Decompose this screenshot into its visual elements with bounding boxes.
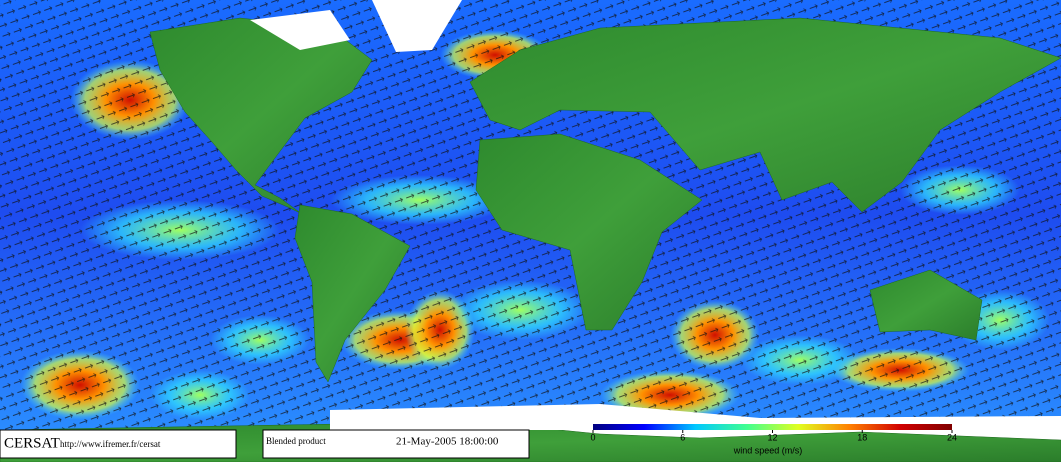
colorbar-tick-label: 24: [947, 432, 957, 442]
africa: [475, 133, 703, 331]
logo-box: [0, 429, 237, 459]
colorbar-tick-label: 0: [590, 432, 595, 442]
colorbar-tick-label: 18: [857, 432, 867, 442]
timestamp: 21-May-2005 18:00:00: [396, 436, 499, 448]
colorbar: [593, 424, 952, 430]
eurasia: [469, 17, 1061, 213]
logo: CERSAT: [4, 435, 60, 451]
url: http://www.ifremer.fr/cersat: [60, 439, 161, 449]
colorbar-tick-label: 12: [767, 432, 777, 442]
colorbar-label: wind speed (m/s): [733, 445, 803, 455]
ice: [250, 0, 1061, 430]
colorbar-tick-label: 6: [680, 432, 685, 442]
product-box: [262, 429, 530, 459]
australia: [869, 269, 983, 341]
product: Blended product: [266, 436, 326, 446]
north-america: [149, 17, 373, 215]
south-america: [294, 204, 411, 383]
